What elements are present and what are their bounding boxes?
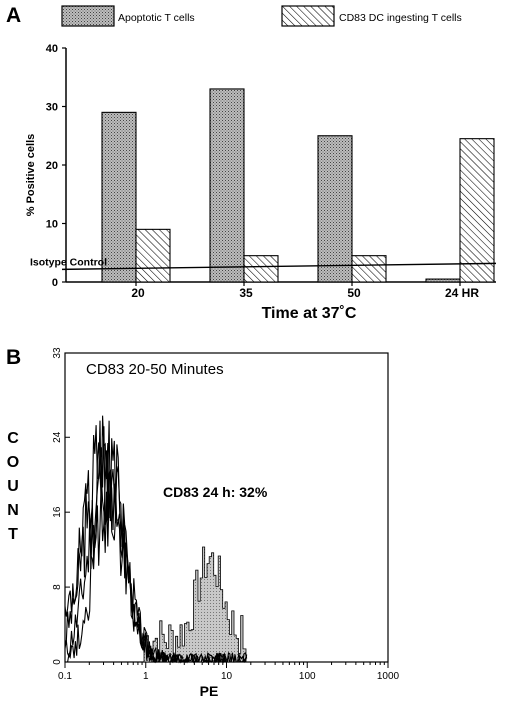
panel-b-label: B <box>6 346 21 369</box>
y-axis-title-b-letter: U <box>7 478 19 495</box>
bar-cd83-3 <box>459 138 495 283</box>
x-axis-title-b: PE <box>200 683 219 699</box>
bar-cd83-0 <box>135 228 171 283</box>
y-tick-label-a: 0 <box>52 277 58 289</box>
histogram-24h-filled <box>143 546 247 663</box>
y-axis-title-b-letter: C <box>7 430 19 447</box>
panel-b-annotation: CD83 24 h: 32% <box>163 484 268 500</box>
histogram-early-1 <box>64 420 248 664</box>
isotype-control-line <box>61 262 497 271</box>
x-axis-title-a: Time at 37˚C <box>262 305 357 322</box>
x-tick-label-b: 0.1 <box>58 671 72 682</box>
panel-a-label: A <box>6 4 21 27</box>
bar-apoptotic-1 <box>209 88 245 283</box>
y-tick-label-b: 8 <box>52 584 63 590</box>
histogram-early-3 <box>65 468 248 664</box>
y-tick-label-a: 30 <box>46 102 58 114</box>
x-tick-label-b: 100 <box>299 671 316 682</box>
x-tick-label-b: 10 <box>221 671 233 682</box>
x-tick-label-a: 20 <box>131 286 145 300</box>
x-tick-label-b: 1000 <box>377 671 400 682</box>
y-axis-title-b-letter: N <box>7 502 19 519</box>
bar-apoptotic-0 <box>101 111 137 283</box>
x-tick-label-b: 1 <box>143 671 149 682</box>
bar-cd83-1 <box>243 255 279 283</box>
legend-swatch-apoptotic <box>61 5 115 27</box>
legend-label-apoptotic: Apoptotic T cells <box>118 12 195 24</box>
plot-area-b: 0 8 16 24 33 0.1 1 10 100 1000 <box>52 347 400 682</box>
bar-apoptotic-2 <box>317 135 353 283</box>
y-tick-label-a: 10 <box>46 219 58 231</box>
y-axis-title-b-letter: T <box>8 526 18 543</box>
x-tick-label-a: 35 <box>239 286 253 300</box>
legend-label-cd83: CD83 DC ingesting T cells <box>339 12 462 24</box>
y-tick-label-b: 24 <box>52 431 63 443</box>
legend-a: Apoptotic T cells CD83 DC ingesting T ce… <box>61 5 462 27</box>
plot-area-a: 0 10 20 30 40 20 35 50 24 HR Isotype Control <box>30 43 497 300</box>
y-axis-title-b-letter: O <box>7 454 19 471</box>
y-tick-label-b: 16 <box>52 506 63 518</box>
y-tick-label-b: 33 <box>52 347 63 359</box>
y-tick-label-a: 40 <box>46 43 58 55</box>
bar-cd83-2 <box>351 255 387 283</box>
isotype-control-label: Isotype Control <box>30 256 107 268</box>
y-tick-label-a: 20 <box>46 160 58 172</box>
x-tick-label-a: 24 HR <box>445 286 479 300</box>
x-tick-label-a: 50 <box>347 286 361 300</box>
bar-apoptotic-3 <box>425 278 461 283</box>
y-axis-title-a: % Positive cells <box>25 134 37 217</box>
y-tick-label-b: 0 <box>52 659 63 665</box>
legend-swatch-cd83 <box>281 5 335 27</box>
panel-b-title: CD83 20-50 Minutes <box>86 361 224 378</box>
